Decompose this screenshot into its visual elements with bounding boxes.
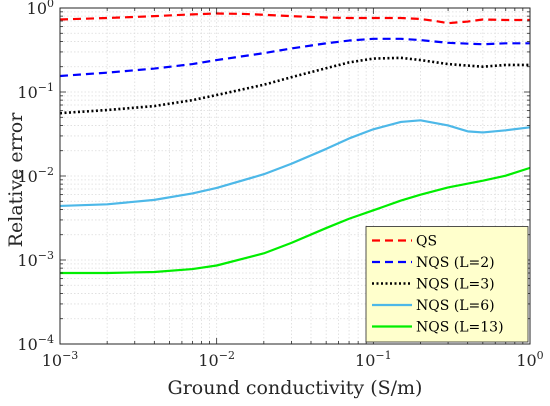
series-lines bbox=[59, 12, 531, 275]
y-tick-exponent: 0 bbox=[47, 0, 54, 10]
legend-label-1: QS bbox=[416, 234, 437, 250]
series-line-3 bbox=[59, 56, 530, 115]
x-tick-label: 10−2 bbox=[198, 349, 235, 370]
y-tick-exponent: −2 bbox=[38, 165, 54, 178]
series-line-5 bbox=[60, 166, 531, 275]
legend-label-2: NQS (L=2) bbox=[416, 255, 495, 271]
y-tick-exponent: −4 bbox=[38, 333, 54, 346]
y-tick-label: 10−3 bbox=[17, 249, 54, 270]
x-tick-base: 10 bbox=[42, 351, 62, 370]
y-tick-exponent: −1 bbox=[38, 81, 54, 94]
y-tick-base: 10 bbox=[27, 0, 47, 18]
y-tick-base: 10 bbox=[17, 83, 37, 102]
legend-label-3: NQS (L=3) bbox=[416, 277, 495, 293]
series-line-4 bbox=[59, 119, 531, 208]
y-tick-base: 10 bbox=[17, 251, 37, 270]
y-axis-label: Relative error bbox=[5, 112, 27, 248]
y-tick-label: 10−2 bbox=[17, 165, 54, 186]
x-tick-exponent: 0 bbox=[537, 349, 544, 362]
legend: QS NQS (L=2) NQS (L=3) NQS (L=6) NQS (L=13) bbox=[365, 226, 529, 343]
x-tick-label: 10−1 bbox=[355, 349, 392, 370]
x-tick-base: 10 bbox=[198, 351, 218, 370]
x-axis-label: Ground conductivity (S/m) bbox=[168, 377, 423, 399]
axis-ticks bbox=[59, 7, 531, 345]
series-line-2 bbox=[59, 37, 530, 78]
y-tick-base: 10 bbox=[17, 335, 37, 354]
legend-box bbox=[365, 226, 529, 343]
x-tick-base: 10 bbox=[355, 351, 375, 370]
y-tick-label: 10−4 bbox=[17, 333, 54, 354]
y-tick-exponent: −3 bbox=[38, 249, 54, 262]
x-tick-exponent: −2 bbox=[219, 349, 235, 362]
legend-label-5: NQS (L=13) bbox=[416, 320, 504, 336]
x-tick-exponent: −3 bbox=[62, 349, 78, 362]
x-tick-label: 10−3 bbox=[42, 349, 79, 370]
x-tick-base: 10 bbox=[516, 351, 536, 370]
x-tick-exponent: −1 bbox=[375, 349, 391, 362]
x-tick-label: 100 bbox=[516, 349, 543, 370]
legend-label-4: NQS (L=6) bbox=[416, 298, 495, 314]
series-line-1 bbox=[59, 12, 530, 25]
y-tick-label: 100 bbox=[27, 0, 54, 18]
x-tick-labels: 10−3 10−2 10−1 100 bbox=[42, 349, 544, 370]
y-tick-label: 10−1 bbox=[17, 81, 54, 102]
y-tick-base: 10 bbox=[17, 167, 37, 186]
